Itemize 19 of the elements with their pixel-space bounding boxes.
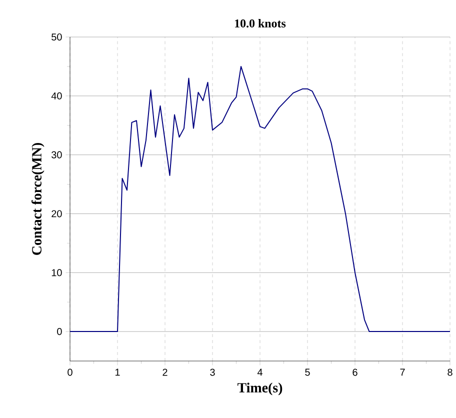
- x-tick-label: 3: [210, 368, 215, 376]
- x-tick-label: 2: [162, 368, 168, 376]
- x-axis-title: Time(s): [237, 382, 282, 396]
- x-tick-label: 5: [305, 368, 310, 376]
- y-axis-title: Contact force(MN): [32, 143, 44, 255]
- y-tick-label: 40: [51, 92, 62, 100]
- x-tick-label: 6: [352, 368, 358, 376]
- y-tick-label: 30: [52, 151, 62, 158]
- x-tick-label: 4: [257, 368, 262, 376]
- x-tick-label: 8: [448, 368, 452, 376]
- x-tick-label: 0: [68, 368, 72, 376]
- x-tick-label: 7: [400, 368, 405, 376]
- y-tick-label: 50: [52, 33, 62, 41]
- x-tick-label: 1: [115, 368, 120, 376]
- y-tick-label: 10: [52, 269, 62, 276]
- chart-title: 10.0 knots: [235, 19, 286, 28]
- line-series: [70, 66, 450, 332]
- y-tick-label: 20: [52, 210, 62, 218]
- y-tick-label: 0: [57, 328, 62, 336]
